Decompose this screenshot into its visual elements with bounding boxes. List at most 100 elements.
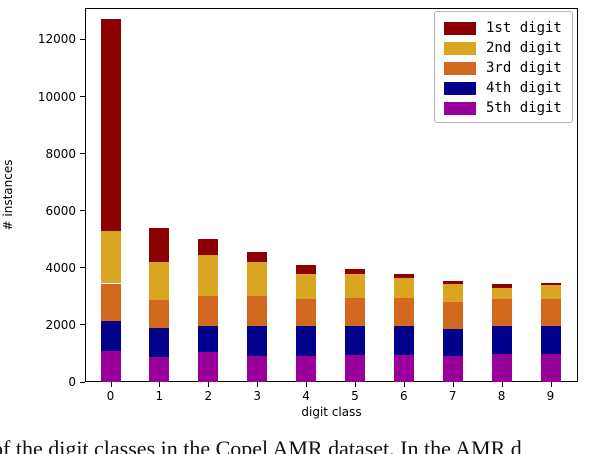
bar-segment-5th-digit-class-3 [247,356,268,382]
bar-segment-1st-digit-class-2 [198,239,219,255]
bar-segment-4th-digit-class-9 [540,326,561,354]
legend-swatch-icon [444,41,476,55]
legend-swatch-icon [444,61,476,75]
x-tick-label: 7 [448,389,457,403]
legend-item: 3rd digit [444,59,564,77]
x-tick-label: 5 [351,389,359,403]
y-tick-label: 12000 [37,32,76,47]
bar-segment-4th-digit-class-3 [247,326,268,357]
bar-segment-2nd-digit-class-6 [393,277,414,298]
bar-segment-3rd-digit-class-7 [442,302,463,330]
x-tick-label: 0 [106,389,115,403]
bar-segment-3rd-digit-class-3 [247,296,268,327]
bar-segment-5th-digit-class-1 [149,356,170,382]
y-tick-label: 10000 [37,89,76,104]
x-tick-mark [306,382,308,387]
stacked-bar-chart: 0 2000 4000 6000 8000 10000 12000 0 1 2 3 4 5 6 7 8 9 di… [1,8,578,419]
figure-caption: of the digit classes in the Copel AMR da… [0,436,522,454]
y-tick-mark [80,381,85,383]
bar-segment-5th-digit-class-4 [296,356,317,382]
x-tick-label: 8 [497,389,506,403]
legend-item: 2nd digit [444,39,564,57]
bar-segment-2nd-digit-class-7 [442,284,463,303]
bar-segment-3rd-digit-class-8 [491,299,512,327]
y-tick-label: 4000 [45,260,76,275]
bar-segment-3rd-digit-class-0 [100,283,121,321]
bar-segment-3rd-digit-class-2 [198,296,219,327]
plot-area [85,8,578,382]
bar-segment-2nd-digit-class-9 [540,284,561,300]
bar-segment-4th-digit-class-6 [393,326,414,356]
bar-segment-1st-digit-class-8 [491,284,512,288]
x-tick-mark [208,382,210,387]
bar-segment-1st-digit-class-1 [149,227,170,263]
x-tick-label: 6 [400,389,408,403]
y-tick-mark [80,38,85,40]
bar-segment-4th-digit-class-0 [100,320,121,351]
bar-segment-5th-digit-class-8 [491,354,512,382]
legend-swatch-icon [444,21,476,35]
bar-segment-2nd-digit-class-0 [100,230,121,284]
bar-segment-2nd-digit-class-8 [491,287,512,300]
legend-item: 4th digit [444,79,564,97]
y-tick-label: 0 [68,375,76,389]
y-axis-label: # instances [1,159,15,231]
legend-swatch-icon [444,101,476,115]
bar-segment-1st-digit-class-3 [247,252,268,263]
bar-segment-3rd-digit-class-9 [540,299,561,327]
x-tick-mark [110,382,112,387]
bar-segment-2nd-digit-class-3 [247,262,268,297]
legend-label: 3rd digit [486,60,562,76]
bar-segment-4th-digit-class-4 [296,326,317,357]
y-tick-mark [80,267,85,269]
legend-label: 5th digit [486,100,562,116]
y-tick-mark [80,153,85,155]
bar-segment-4th-digit-class-7 [442,329,463,357]
bar-segment-4th-digit-class-1 [149,327,170,357]
bar-segment-5th-digit-class-6 [393,355,414,382]
x-tick-mark [159,382,161,387]
x-tick-mark [501,382,503,387]
bar-segment-1st-digit-class-9 [540,282,561,285]
bar-segment-1st-digit-class-6 [393,273,414,278]
bar-segment-5th-digit-class-0 [100,350,121,382]
x-tick-mark [354,382,356,387]
bar-segment-3rd-digit-class-1 [149,300,170,328]
bar-segment-1st-digit-class-7 [442,280,463,285]
x-tick-mark [550,382,552,387]
y-tick-mark [80,96,85,97]
bar-segment-2nd-digit-class-4 [296,273,317,300]
y-tick-label: 2000 [45,317,76,332]
bar-segment-4th-digit-class-2 [198,326,219,352]
bar-segment-4th-digit-class-8 [491,326,512,355]
legend-label: 2nd digit [486,40,562,56]
bar-segment-5th-digit-class-5 [344,355,365,382]
y-tick-label: 6000 [45,203,76,218]
legend-label: 4th digit [486,80,562,96]
x-tick-mark [257,382,259,387]
bar-segment-2nd-digit-class-1 [149,262,170,301]
y-tick-mark [80,324,85,326]
legend-swatch-icon [444,81,476,95]
x-axis-label: digit class [301,405,362,419]
bar-segment-2nd-digit-class-5 [344,274,365,299]
bar-segment-1st-digit-class-4 [296,264,317,274]
bar-segment-5th-digit-class-9 [540,353,561,382]
bar-segment-1st-digit-class-5 [344,269,365,275]
y-tick-mark [80,210,85,212]
legend-label: 1st digit [486,20,562,36]
legend-item: 5th digit [444,99,564,117]
bar-segment-5th-digit-class-2 [198,352,219,382]
bar-segment-2nd-digit-class-2 [198,254,219,297]
x-tick-label: 2 [204,389,213,403]
bar-segment-3rd-digit-class-4 [296,299,317,327]
x-tick-mark [452,382,454,387]
x-tick-label: 4 [302,389,310,403]
bar-segment-3rd-digit-class-5 [344,298,365,327]
bar-segment-4th-digit-class-5 [344,326,365,356]
x-tick-label: 3 [253,389,261,403]
y-tick-label: 8000 [45,146,76,161]
legend: 1st digit 2nd digit 3rd digit 4th digit 5th … [434,11,573,123]
x-tick-label: 1 [155,389,164,403]
